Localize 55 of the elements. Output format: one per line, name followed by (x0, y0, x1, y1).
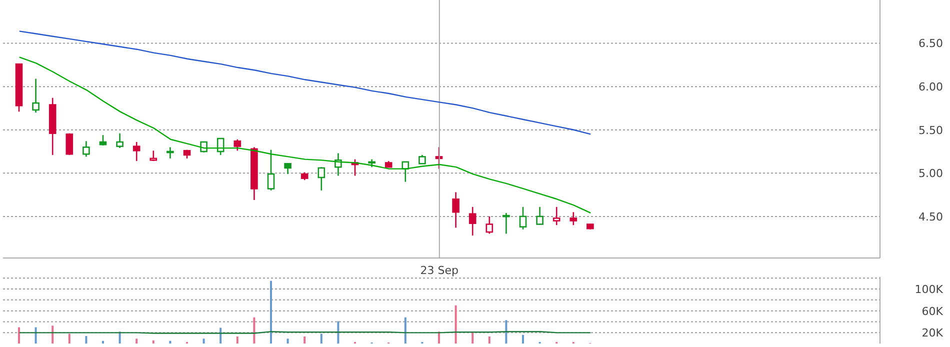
candlestick (486, 216, 494, 234)
y-tick-label: 6.50 (918, 37, 943, 50)
bar (522, 334, 524, 344)
bar (404, 317, 406, 344)
y-tick-label: 100K (914, 282, 944, 296)
y-tick-label: 6.00 (918, 80, 943, 94)
candlestick (234, 138, 242, 152)
candlestick (519, 206, 527, 230)
bar (102, 340, 104, 344)
candlestick (284, 162, 292, 175)
candlestick (318, 166, 326, 192)
bar (337, 321, 340, 344)
bar (270, 280, 272, 344)
bar (488, 336, 490, 344)
candlestick (216, 138, 224, 156)
candlestick (82, 140, 90, 158)
candlestick (132, 141, 140, 162)
x-tick-label: 23 Sep (420, 264, 459, 277)
y-tick-label: 60K (922, 304, 944, 318)
bar (169, 340, 172, 344)
candlestick (116, 132, 124, 149)
candlestick (99, 134, 107, 146)
candlestick (468, 206, 476, 236)
y-tick-label: 5.50 (918, 124, 943, 137)
bar (85, 336, 88, 344)
bar (136, 338, 138, 344)
bar (286, 338, 289, 344)
bar (304, 336, 306, 344)
y-tick-label: 5.00 (918, 167, 943, 180)
bar (202, 338, 205, 344)
bar (18, 327, 20, 344)
line-series (18, 30, 592, 135)
y-tick-label: 4.50 (918, 210, 943, 224)
bar (454, 305, 457, 344)
bar (152, 340, 154, 344)
bar (34, 327, 37, 344)
bar (236, 336, 238, 344)
candlestick (66, 132, 74, 156)
candlestick (32, 78, 40, 114)
bar (253, 317, 256, 344)
bar (52, 326, 54, 344)
bar (320, 334, 322, 344)
candlestick (452, 192, 460, 228)
candlestick (402, 161, 410, 182)
line-series (18, 56, 592, 214)
candlestick (502, 212, 510, 234)
y-tick-label: 20K (922, 326, 944, 340)
bar (505, 320, 508, 344)
candlestick (166, 146, 174, 160)
candlestick (267, 149, 275, 192)
candlestick (570, 211, 578, 226)
bar (68, 334, 70, 344)
candlestick (536, 206, 544, 225)
bar (472, 332, 474, 344)
candlestick (552, 206, 560, 226)
